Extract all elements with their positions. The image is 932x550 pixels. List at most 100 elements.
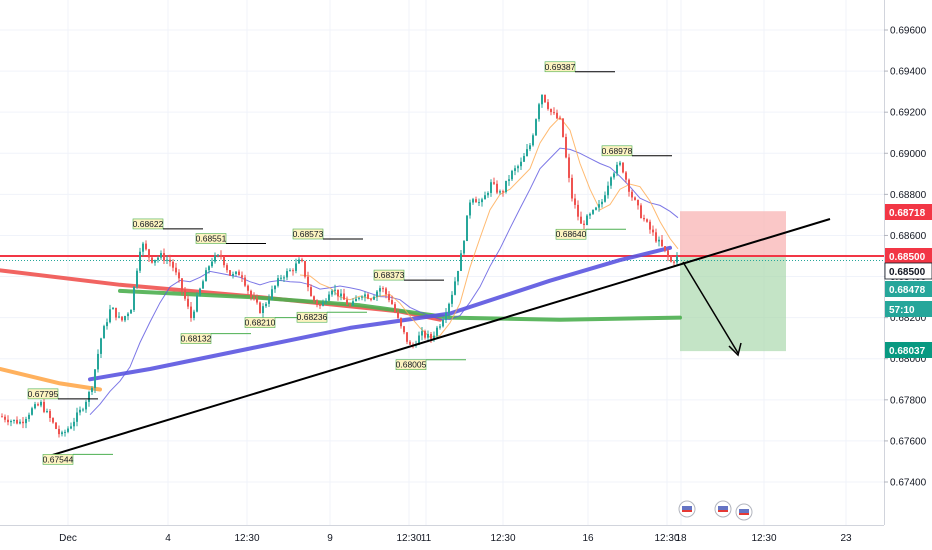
candle-body: [73, 421, 75, 427]
price-tag-label[interactable]: 0.68500: [889, 252, 926, 263]
candle-body: [499, 191, 501, 193]
candle-body: [253, 297, 255, 299]
price-tag-label[interactable]: 57:10: [889, 305, 915, 316]
candle-body: [604, 195, 606, 202]
candle-body: [109, 309, 111, 323]
price-axis[interactable]: 0.69600 0.69400 0.69200 0.69000 0.68800 0.686…: [884, 0, 932, 550]
candle-body: [1, 416, 3, 418]
candle-body: [262, 306, 264, 314]
candle-body: [154, 259, 156, 263]
price-tag-box[interactable]: [884, 262, 932, 280]
candle-body: [67, 428, 69, 432]
candle-body: [274, 285, 276, 290]
candle-body: [319, 304, 321, 306]
candle-body: [151, 257, 153, 263]
candle-body: [313, 296, 315, 301]
moving-average-line: [88, 245, 672, 382]
candle-body: [403, 326, 405, 333]
candle-body: [25, 418, 27, 424]
candle-body: [52, 417, 54, 423]
candle-body: [70, 426, 72, 429]
candle-body: [286, 271, 288, 278]
candle-body: [97, 353, 99, 370]
candle-body: [295, 263, 297, 271]
y-tick-label: 0.68600: [890, 231, 927, 242]
x-tick-label: 12:30: [654, 533, 679, 544]
candle-body: [235, 271, 237, 274]
candle-body: [301, 259, 303, 262]
candle-body: [379, 288, 381, 292]
candle-body: [595, 207, 597, 210]
candle-body: [430, 334, 432, 339]
candle-body: [664, 246, 666, 251]
candle-body: [607, 185, 609, 196]
candle-body: [166, 259, 168, 261]
price-tag-label[interactable]: 0.68718: [889, 208, 926, 219]
x-tick-label: 16: [582, 533, 594, 544]
price-tag-box[interactable]: [885, 301, 932, 317]
x-tick-label: 4: [165, 533, 171, 544]
candle-body: [643, 218, 645, 220]
candle-body: [184, 290, 186, 299]
candle-body: [238, 271, 240, 276]
candle-body: [145, 243, 147, 250]
candle-body: [304, 261, 306, 277]
candle-body: [601, 201, 603, 205]
candle-body: [49, 411, 51, 418]
candle-body: [211, 261, 213, 267]
candle-body: [244, 277, 246, 286]
candle-body: [265, 303, 267, 307]
price-tag-label[interactable]: 0.68478: [889, 285, 926, 296]
y-tick-label: 0.68000: [890, 354, 927, 365]
candle-body: [427, 334, 429, 338]
candle-body: [520, 161, 522, 167]
candle-body: [283, 277, 285, 279]
candle-body: [574, 198, 576, 205]
candle-body: [196, 295, 198, 312]
candle-body: [439, 326, 441, 328]
pivot-label-text: 0.68236: [297, 312, 328, 322]
candle-body: [58, 428, 60, 435]
y-tick-label: 0.68200: [890, 313, 927, 324]
price-tag-label[interactable]: 0.68500: [889, 267, 926, 278]
moving-average-line: [118, 288, 682, 322]
candle-body: [364, 294, 366, 297]
candle-body: [628, 179, 630, 192]
pivot-label-text: 0.68551: [196, 234, 227, 244]
price-tag-box[interactable]: [885, 281, 932, 297]
candle-body: [172, 261, 174, 268]
candle-body: [10, 421, 12, 423]
candle-body: [388, 294, 390, 301]
candle-body: [217, 254, 219, 256]
event-badges[interactable]: [678, 500, 753, 521]
flag-icon: [718, 506, 728, 512]
price-tag-box[interactable]: [885, 204, 932, 220]
candle-body: [307, 276, 309, 288]
candle-body: [349, 304, 351, 306]
candle-body: [469, 202, 471, 216]
candle-body: [163, 253, 165, 261]
price-tag-box[interactable]: [885, 248, 932, 264]
candle-body: [391, 300, 393, 305]
candle-body: [316, 300, 318, 305]
pivot-labels: 0.69387 0.68978 0.68640 0.68622 0.68551 0.685…: [28, 61, 672, 465]
pivot-label-text: 0.68132: [181, 334, 212, 344]
candle-body: [649, 221, 651, 230]
candle-body: [394, 304, 396, 312]
x-tick-label: 11: [421, 533, 432, 544]
price-tag-box[interactable]: [885, 342, 932, 358]
y-tick-label: 0.69600: [890, 26, 927, 37]
candle-body: [526, 149, 528, 157]
moving-average-line: [0, 367, 102, 392]
x-tick-label: 23: [840, 533, 852, 544]
candle-body: [130, 309, 132, 314]
candle-body: [640, 205, 642, 219]
candle-body: [478, 202, 480, 204]
candle-body: [310, 287, 312, 297]
candle-body: [514, 168, 516, 171]
candle-body: [337, 289, 339, 297]
price-tag-label[interactable]: 0.68037: [889, 346, 926, 357]
candle-body: [622, 162, 624, 173]
